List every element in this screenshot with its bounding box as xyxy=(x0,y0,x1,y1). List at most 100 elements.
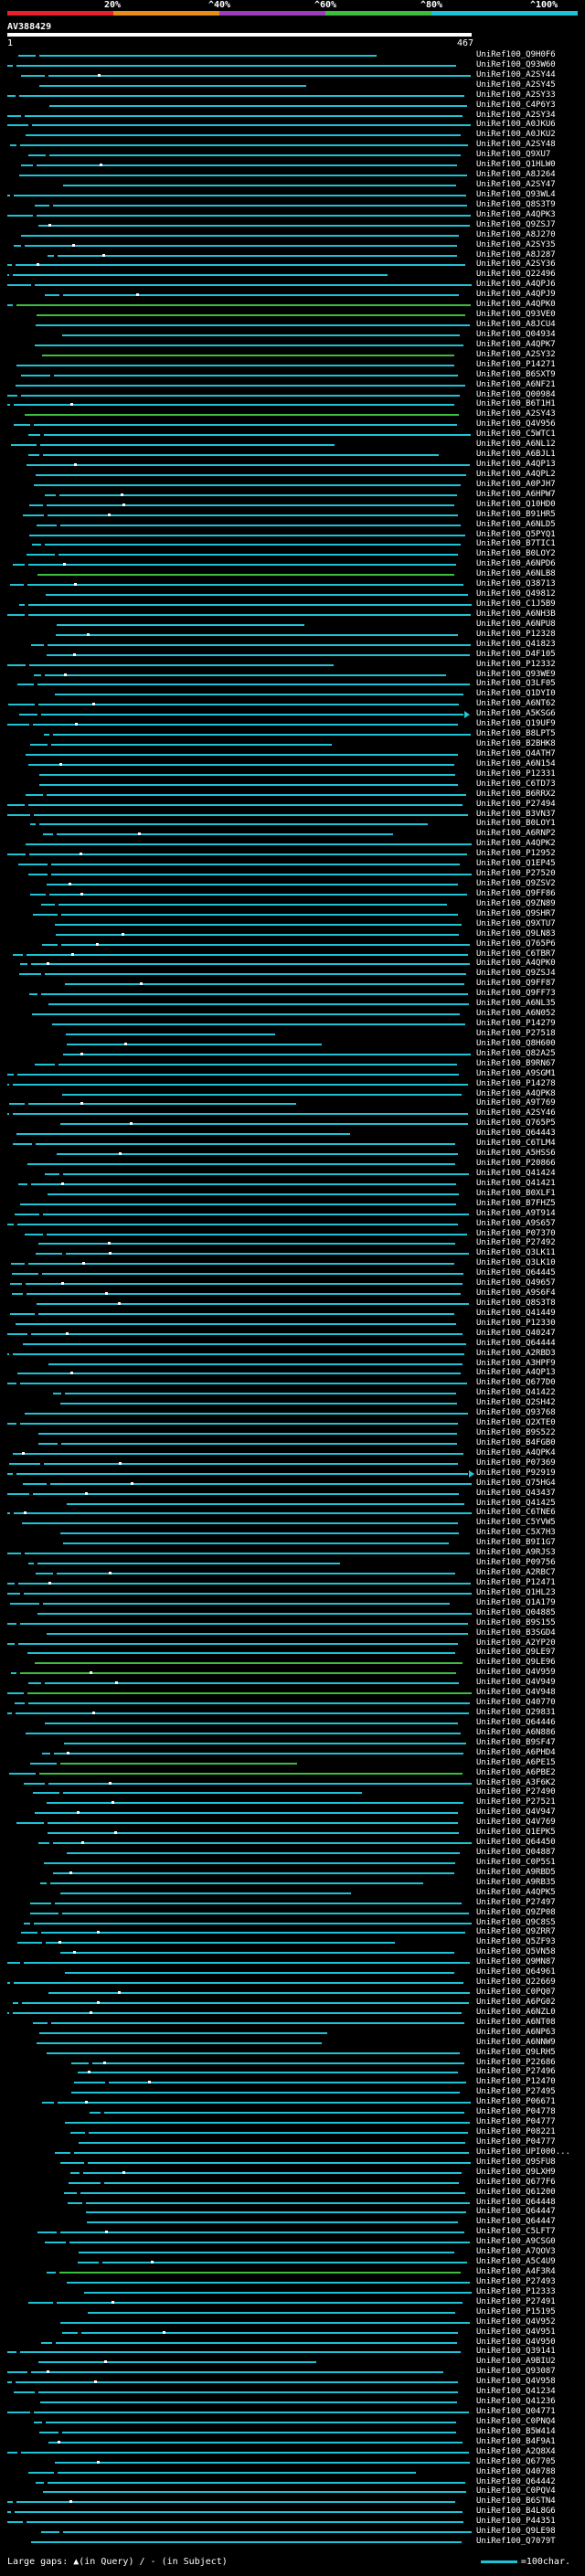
alignment-bar[interactable] xyxy=(34,813,468,816)
hit-row[interactable]: UniRef100_Q04885 xyxy=(0,1607,585,1617)
alignment-bar[interactable] xyxy=(44,1861,455,1864)
hit-row[interactable]: UniRef100_Q1EP45 xyxy=(0,859,585,868)
hit-row[interactable]: UniRef100_Q64445 xyxy=(0,1268,585,1277)
alignment-bar[interactable] xyxy=(48,1003,469,1006)
alignment-bar[interactable] xyxy=(16,304,471,307)
hit-row[interactable]: UniRef100_Q41421 xyxy=(0,1179,585,1188)
alignment-bar[interactable] xyxy=(53,1842,472,1845)
hit-label[interactable]: UniRef100_C6TBR7 xyxy=(476,949,556,959)
alignment-bar[interactable] xyxy=(60,1403,457,1405)
hit-label[interactable]: UniRef100_C6TLM4 xyxy=(476,1139,556,1149)
hit-row[interactable]: UniRef100_UPI000... xyxy=(0,2147,585,2157)
hit-label[interactable]: UniRef100_A6PE15 xyxy=(476,1757,556,1767)
hit-label[interactable]: UniRef100_C6TD73 xyxy=(476,779,556,789)
hit-label[interactable]: UniRef100_P27521 xyxy=(476,1797,556,1807)
hit-row[interactable]: UniRef100_Q67705 xyxy=(0,2457,585,2466)
hit-row[interactable]: UniRef100_A3HPF9 xyxy=(0,1359,585,1368)
hit-row[interactable]: UniRef100_Q9ZRR7 xyxy=(0,1927,585,1936)
hit-label[interactable]: UniRef100_Q5PYQ1 xyxy=(476,529,556,539)
alignment-bar[interactable] xyxy=(55,2461,470,2464)
hit-row[interactable]: UniRef100_Q64447 xyxy=(0,2217,585,2226)
alignment-bar[interactable] xyxy=(60,524,461,526)
alignment-bar[interactable] xyxy=(56,633,458,636)
hit-row[interactable]: UniRef100_P04777 xyxy=(0,2137,585,2147)
hit-row[interactable]: UniRef100_C6TBR7 xyxy=(0,949,585,959)
hit-row[interactable]: UniRef100_A6NPU8 xyxy=(0,620,585,629)
hit-row[interactable]: UniRef100_P08221 xyxy=(0,2127,585,2136)
alignment-bar[interactable] xyxy=(27,2521,463,2524)
hit-label[interactable]: UniRef100_Q4V956 xyxy=(476,419,556,429)
alignment-bar[interactable] xyxy=(63,1053,471,1055)
alignment-bar[interactable] xyxy=(20,1383,467,1385)
hit-row[interactable]: UniRef100_P27491 xyxy=(0,2297,585,2306)
alignment-bar[interactable] xyxy=(58,254,457,257)
alignment-bar[interactable] xyxy=(28,564,456,567)
hit-label[interactable]: UniRef100_P12952 xyxy=(476,849,556,859)
hit-row[interactable]: UniRef100_A5KSG6 xyxy=(0,709,585,719)
hit-label[interactable]: UniRef100_Q93WL4 xyxy=(476,189,556,199)
hit-row[interactable]: UniRef100_B5W414 xyxy=(0,2427,585,2436)
hit-label[interactable]: UniRef100_B6SXT9 xyxy=(476,369,556,379)
hit-row[interactable]: UniRef100_B3VN37 xyxy=(0,810,585,819)
alignment-bar[interactable] xyxy=(22,2001,469,2004)
hit-label[interactable]: UniRef100_P09756 xyxy=(476,1558,556,1568)
hit-row[interactable]: UniRef100_A4QPK3 xyxy=(0,210,585,219)
alignment-bar[interactable] xyxy=(47,1802,463,1805)
hit-label[interactable]: UniRef100_A2SY32 xyxy=(476,349,556,359)
alignment-bar[interactable] xyxy=(28,613,471,616)
hit-row[interactable]: UniRef100_B2BHK8 xyxy=(0,739,585,748)
alignment-bar[interactable] xyxy=(27,1652,455,1655)
alignment-bar[interactable] xyxy=(14,194,466,196)
alignment-bar[interactable] xyxy=(102,2262,467,2264)
hit-row[interactable]: UniRef100_Q9FF73 xyxy=(0,989,585,998)
hit-row[interactable]: UniRef100_Q9LRH5 xyxy=(0,2048,585,2057)
hit-label[interactable]: UniRef100_Q4V950 xyxy=(476,2337,556,2347)
alignment-bar[interactable] xyxy=(79,2141,465,2144)
alignment-bar[interactable] xyxy=(63,294,459,297)
hit-row[interactable]: UniRef100_Q40788 xyxy=(0,2467,585,2476)
alignment-bar[interactable] xyxy=(56,933,459,936)
alignment-bar[interactable] xyxy=(25,244,457,247)
hit-label[interactable]: UniRef100_A6N154 xyxy=(476,758,556,769)
hit-row[interactable]: UniRef100_P07370 xyxy=(0,1229,585,1238)
hit-row[interactable]: UniRef100_A6NH3B xyxy=(0,610,585,619)
alignment-bar[interactable] xyxy=(27,1163,455,1165)
hit-label[interactable]: UniRef100_A4QPK5 xyxy=(476,1887,556,1897)
hit-row[interactable]: UniRef100_Q41823 xyxy=(0,640,585,649)
alignment-bar[interactable] xyxy=(24,1592,472,1595)
hit-label[interactable]: UniRef100_P22686 xyxy=(476,2057,556,2067)
hit-label[interactable]: UniRef100_B6T1H1 xyxy=(476,399,556,409)
alignment-bar[interactable] xyxy=(16,1322,456,1325)
alignment-bar[interactable] xyxy=(16,264,465,267)
alignment-bar[interactable] xyxy=(57,623,304,626)
hit-row[interactable]: UniRef100_Q4V769 xyxy=(0,1818,585,1827)
alignment-bar[interactable] xyxy=(48,1362,463,1365)
hit-label[interactable]: UniRef100_Q04885 xyxy=(476,1607,556,1617)
hit-row[interactable]: UniRef100_A3F6K2 xyxy=(0,1778,585,1787)
hit-row[interactable]: UniRef100_Q1HL23 xyxy=(0,1588,585,1597)
hit-label[interactable]: UniRef100_C1J5B9 xyxy=(476,599,556,610)
alignment-bar[interactable] xyxy=(52,1023,465,1026)
hit-label[interactable]: UniRef100_B4F9A1 xyxy=(476,2436,556,2446)
hit-row[interactable]: UniRef100_Q3LK11 xyxy=(0,1248,585,1257)
alignment-bar[interactable] xyxy=(54,1752,463,1754)
hit-label[interactable]: UniRef100_B7TIC1 xyxy=(476,539,556,549)
hit-row[interactable]: UniRef100_B6SXT9 xyxy=(0,369,585,379)
hit-label[interactable]: UniRef100_A6NLB8 xyxy=(476,569,556,579)
hit-label[interactable]: UniRef100_A4QP13 xyxy=(476,460,556,470)
hit-label[interactable]: UniRef100_B9SF47 xyxy=(476,1737,556,1747)
alignment-bar[interactable] xyxy=(45,544,461,546)
alignment-bar[interactable] xyxy=(43,1602,450,1605)
hit-label[interactable]: UniRef100_A5HSS6 xyxy=(476,1149,556,1159)
alignment-bar[interactable] xyxy=(39,783,458,786)
hit-label[interactable]: UniRef100_Q4V952 xyxy=(476,2316,556,2327)
alignment-bar[interactable] xyxy=(60,1532,459,1535)
alignment-bar[interactable] xyxy=(18,1582,471,1585)
hit-row[interactable]: UniRef100_Q00984 xyxy=(0,390,585,399)
hit-label[interactable]: UniRef100_Q41236 xyxy=(476,2397,556,2407)
hit-label[interactable]: UniRef100_A9RB35 xyxy=(476,1877,556,1887)
hit-row[interactable]: UniRef100_Q04934 xyxy=(0,330,585,339)
hit-row[interactable]: UniRef100_Q1HLW0 xyxy=(0,160,585,169)
hit-label[interactable]: UniRef100_B8LPT5 xyxy=(476,729,556,739)
hit-label[interactable]: UniRef100_Q9FF86 xyxy=(476,888,556,898)
